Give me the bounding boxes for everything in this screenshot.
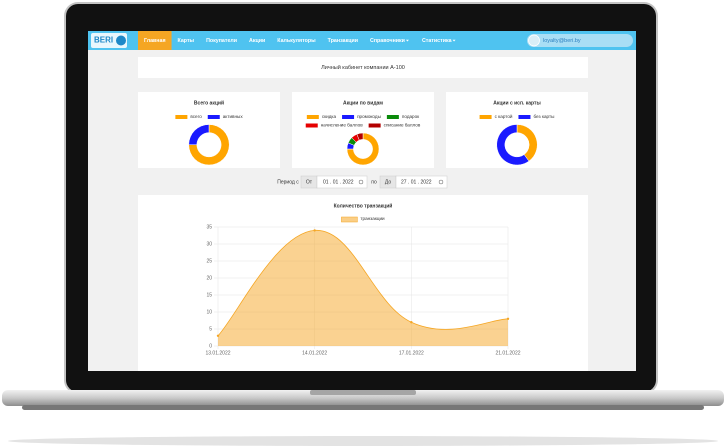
legend-label: транзакции	[360, 216, 385, 221]
header-title: Личный кабинет компании A-100	[321, 64, 405, 71]
pie-slice	[188, 124, 230, 166]
nav-item[interactable]: Акции	[249, 38, 265, 44]
caret	[452, 39, 456, 42]
chart-title: Всего акций	[194, 99, 224, 106]
legend-swatch	[386, 115, 399, 119]
chart-title: Количество транзакций	[334, 202, 393, 209]
legend-item[interactable]: активных	[207, 114, 244, 119]
legend-swatch	[518, 115, 531, 119]
pie-slice	[346, 132, 380, 166]
nav-item[interactable]: Карты	[178, 38, 195, 44]
legend-label: подарок	[402, 114, 420, 119]
x-tick-label: 17.01.2022	[399, 350, 424, 356]
x-tick-label: 13.01.2022	[205, 350, 230, 356]
pie-slice	[188, 124, 210, 145]
point	[313, 229, 316, 232]
y-tick-label: 0	[209, 343, 212, 349]
legend-swatch	[305, 123, 318, 128]
chart-title: Акции с исп. карты	[493, 100, 541, 106]
shadow	[8, 436, 718, 446]
from-input[interactable]	[316, 175, 368, 189]
legend-item[interactable]: скидка	[306, 114, 337, 119]
y-tick-label: 20	[206, 275, 212, 281]
to-input[interactable]	[395, 175, 448, 189]
legend-swatch	[368, 123, 381, 128]
caret	[405, 39, 409, 42]
x-tick-label: 14.01.2022	[302, 350, 327, 356]
legend-swatch	[342, 115, 355, 119]
nav-item[interactable]: Транзакции	[328, 38, 358, 44]
to-prefix: по	[371, 179, 377, 185]
pie-slice	[496, 124, 530, 166]
to-icon[interactable]	[438, 179, 444, 185]
from-label: От	[306, 179, 313, 185]
legend-swatch	[306, 115, 319, 119]
header-card	[138, 57, 588, 78]
legend-label: с картой	[495, 113, 513, 119]
legend-item[interactable]: всего	[175, 114, 202, 119]
logo-icon	[116, 35, 126, 46]
nav-item[interactable]: Справочники	[370, 38, 405, 44]
navbar	[88, 31, 636, 50]
legend-item[interactable]: промокоды	[342, 114, 381, 119]
legend-label: списание баллов	[384, 123, 421, 128]
notch	[310, 390, 416, 395]
legend-label: промокоды	[357, 114, 381, 119]
nav-active	[138, 31, 172, 50]
y-tick-label: 30	[206, 241, 212, 247]
legend-label: активных	[223, 114, 244, 119]
legend-label: всего	[190, 114, 202, 119]
legend-item[interactable]: списание баллов	[368, 123, 421, 128]
legend-item[interactable]: без карты	[518, 114, 554, 119]
chart-card	[292, 92, 434, 168]
line	[217, 229, 509, 337]
legend-label: начисление баллов	[321, 123, 363, 128]
legend-label: без карты	[533, 114, 554, 119]
to-label: До	[385, 179, 391, 185]
legend-item[interactable]: с картой	[479, 113, 513, 119]
user-email[interactable]: loyalty@beri.by	[543, 38, 581, 44]
point	[506, 317, 510, 320]
y-tick-label: 10	[206, 309, 212, 315]
nav-item[interactable]: Покупатели	[206, 38, 237, 44]
legend-swatch	[175, 115, 188, 119]
from-date[interactable]: 01 . 01 . 2022	[323, 179, 354, 185]
point	[216, 334, 220, 337]
pie-slice	[356, 132, 364, 141]
y-tick-label: 15	[206, 292, 212, 298]
legend-swatch	[479, 115, 492, 119]
to-date[interactable]: 27 . 01 . 2022	[401, 179, 432, 185]
legend-item[interactable]: транзакции	[341, 216, 385, 223]
screen: BERI loyalty@beri.by Личный кабинет комп…	[88, 31, 636, 371]
line-area	[218, 230, 508, 346]
filter-label: Период с	[277, 179, 299, 185]
laptop-base	[2, 390, 724, 406]
logo: BERI	[94, 36, 113, 45]
point	[410, 321, 413, 324]
from-icon[interactable]	[358, 179, 364, 185]
x-tick-label: 21.01.2022	[495, 350, 520, 356]
avatar	[528, 34, 540, 47]
nav-item[interactable]: Статистика	[422, 38, 452, 44]
legend-swatch	[341, 216, 358, 223]
nav-item[interactable]: Калькуляторы	[277, 38, 316, 44]
legend-item[interactable]: подарок	[386, 114, 420, 119]
legend-item[interactable]: начисление баллов	[305, 123, 363, 128]
y-tick-label: 5	[209, 326, 212, 332]
chart-title: Акции по видам	[343, 100, 383, 106]
y-tick-label: 25	[206, 258, 212, 264]
legend-label: скидка	[322, 114, 337, 119]
nav-item[interactable]: Главная	[144, 38, 166, 44]
user-pill[interactable]	[527, 34, 633, 47]
legend-swatch	[207, 115, 220, 119]
base-edge	[22, 405, 704, 410]
y-tick-label: 35	[206, 224, 212, 230]
